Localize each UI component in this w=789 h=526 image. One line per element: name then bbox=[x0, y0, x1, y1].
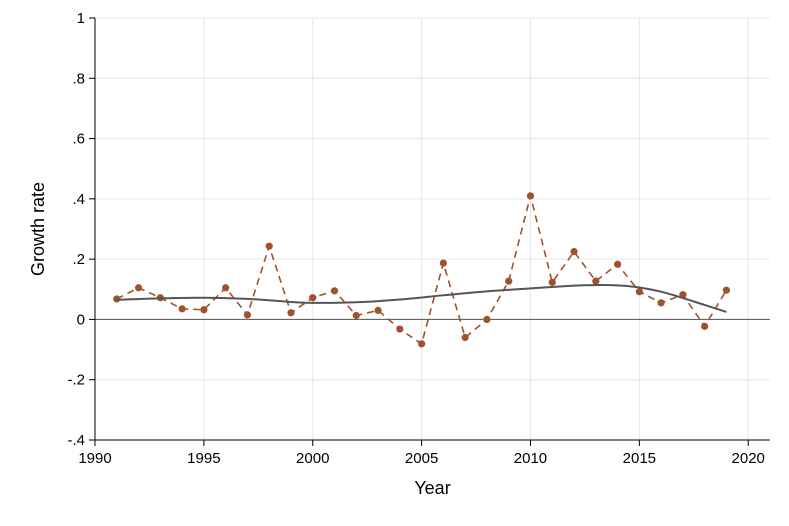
data-point-marker bbox=[526, 192, 535, 200]
y-tick-label: .6 bbox=[72, 131, 85, 148]
data-point-marker bbox=[265, 242, 273, 250]
x-axis-title: Year bbox=[414, 478, 450, 498]
data-point-marker bbox=[439, 259, 447, 267]
data-point-marker bbox=[548, 278, 556, 286]
data-point-marker bbox=[570, 248, 578, 256]
series-group bbox=[113, 192, 731, 348]
smoothed-trend-line bbox=[116, 284, 727, 313]
y-tick-label: 0 bbox=[77, 311, 85, 328]
data-point-marker bbox=[613, 260, 622, 268]
data-point-marker bbox=[505, 277, 513, 285]
data-point-marker bbox=[461, 333, 469, 342]
data-point-marker bbox=[287, 309, 295, 317]
data-point-marker bbox=[483, 315, 491, 324]
data-point-marker bbox=[222, 284, 230, 292]
data-point-marker bbox=[701, 322, 709, 330]
y-tick-label: .8 bbox=[72, 70, 85, 87]
data-point-marker bbox=[418, 340, 426, 348]
data-point-marker bbox=[309, 294, 317, 302]
data-point-marker bbox=[134, 284, 143, 292]
x-tick-label: 1990 bbox=[78, 450, 111, 467]
x-tick-label: 2015 bbox=[623, 450, 656, 467]
x-tick-label: 2005 bbox=[405, 450, 438, 467]
y-tick-label: .4 bbox=[72, 191, 85, 208]
data-point-marker bbox=[722, 286, 731, 294]
data-point-marker bbox=[352, 311, 360, 320]
y-axis-title: Growth rate bbox=[28, 182, 48, 276]
data-point-marker bbox=[374, 306, 382, 314]
y-tick-label: -.2 bbox=[67, 372, 85, 389]
data-point-marker bbox=[635, 288, 643, 296]
data-point-marker bbox=[657, 299, 665, 307]
data-point-marker bbox=[396, 325, 404, 333]
data-point-marker bbox=[592, 277, 600, 285]
x-tick-label: 2010 bbox=[514, 450, 547, 467]
y-tick-label: 1 bbox=[77, 10, 85, 27]
data-point-marker bbox=[330, 287, 339, 295]
data-point-marker bbox=[200, 306, 208, 314]
data-point-marker bbox=[178, 305, 186, 313]
y-tick-label: .2 bbox=[72, 251, 85, 268]
axes: -.4 -.2 0 .2 .4 .6 .8 1 1990 1995 2000 2005 2010 2015… bbox=[67, 10, 770, 467]
grid-lines bbox=[94, 17, 770, 441]
x-tick-label: 2020 bbox=[732, 450, 765, 467]
x-tick-label: 1995 bbox=[187, 450, 220, 467]
x-tick-label: 2000 bbox=[296, 450, 329, 467]
data-point-marker bbox=[243, 311, 252, 319]
y-tick-label: -.4 bbox=[67, 432, 85, 449]
